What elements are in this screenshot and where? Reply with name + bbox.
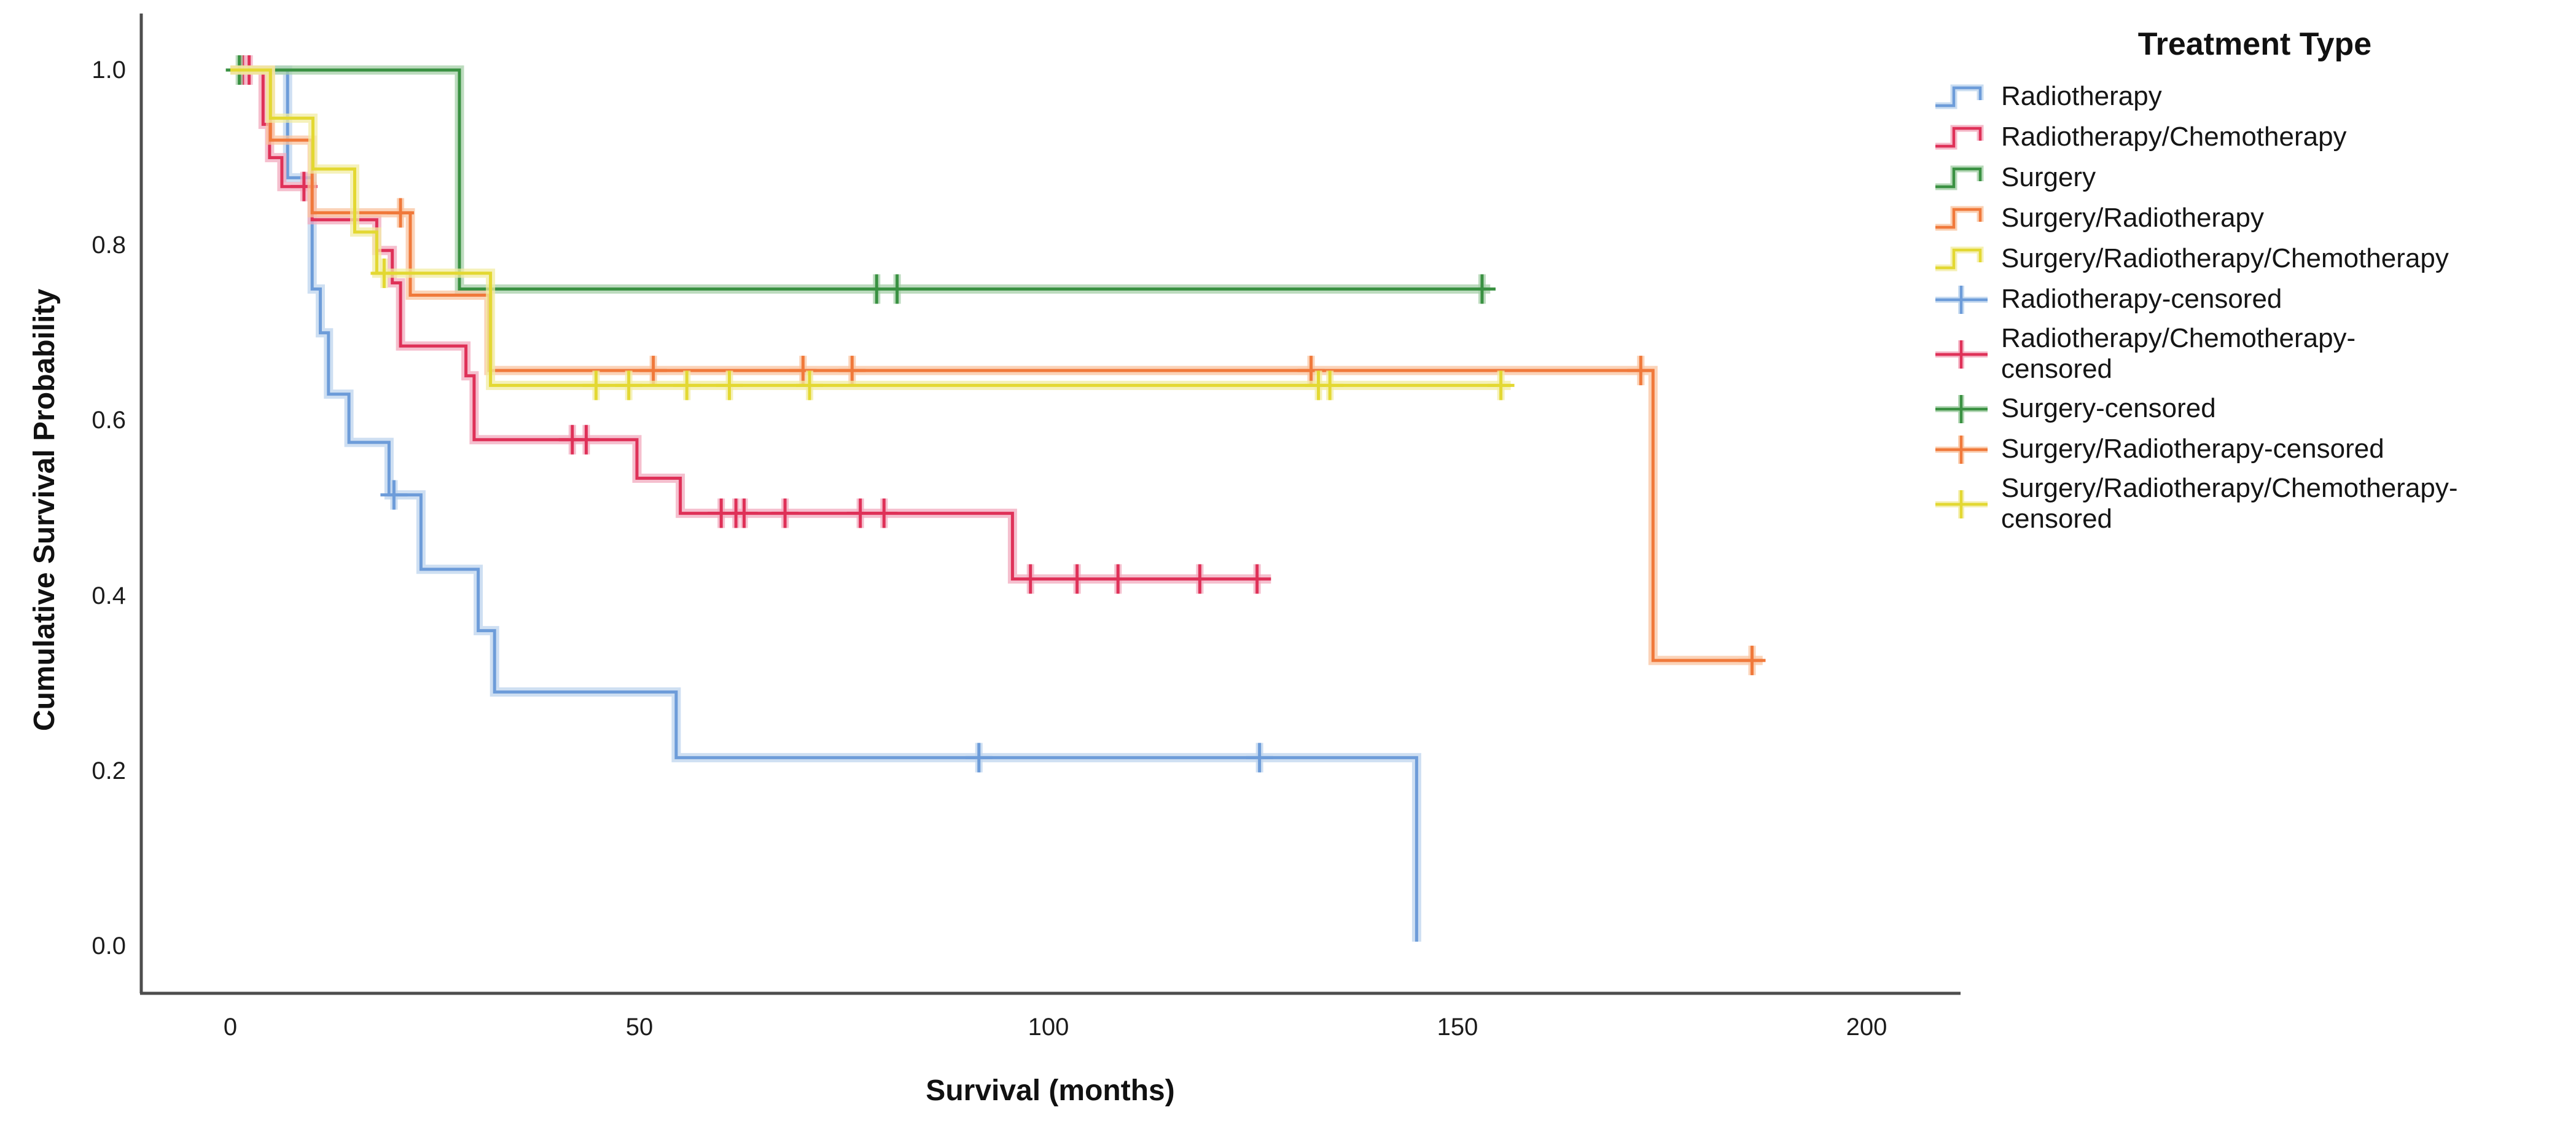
censor-plus-icon (1934, 432, 1992, 466)
legend-item-label: Radiotherapy/Chemotherapy (2001, 122, 2347, 152)
legend-item-radiotherapy-chemotherapy-censored: Radiotherapy/Chemotherapy- censored (1934, 323, 2576, 385)
step-line-icon (1934, 161, 1992, 194)
legend: Treatment Type Radiotherapy Radiotherapy… (1934, 26, 2576, 542)
x-axis-title: Survival (months) (926, 1074, 1175, 1107)
legend-item-label: Surgery-censored (2001, 393, 2216, 423)
legend-item-label: Radiotherapy/Chemotherapy- censored (2001, 323, 2356, 384)
step-line-icon (1934, 242, 1992, 275)
step-line-icon (1934, 120, 1992, 154)
y-tick-0.0: 0.0 (92, 932, 126, 960)
step-line-icon (1934, 201, 1992, 235)
legend-item-surgery: Surgery (1934, 161, 2576, 194)
legend-item-surgery-radiotherapy-chemotherapy-censored: Surgery/Radiotherapy/Chemotherapy- censo… (1934, 473, 2576, 534)
legend-item-label: Surgery/Radiotherapy-censored (2001, 434, 2384, 464)
y-tick-1.0: 1.0 (92, 57, 126, 84)
legend-item-label: Radiotherapy (2001, 81, 2162, 111)
censor-plus-icon (1934, 392, 1992, 425)
legend-item-surgery-censored: Surgery-censored (1934, 392, 2576, 425)
legend-item-radiotherapy-chemotherapy: Radiotherapy/Chemotherapy (1934, 120, 2576, 154)
legend-item-surgery-radiotherapy-chemotherapy: Surgery/Radiotherapy/Chemotherapy (1934, 242, 2576, 275)
legend-item-label: Surgery/Radiotherapy/Chemotherapy (2001, 243, 2449, 273)
x-tick-50: 50 (625, 1014, 654, 1041)
legend-item-surgery-radiotherapy-censored: Surgery/Radiotherapy-censored (1934, 432, 2576, 466)
censor-plus-icon (1934, 337, 1992, 370)
legend-item-label: Surgery/Radiotherapy/Chemotherapy- censo… (2001, 473, 2458, 534)
legend-item-label: Surgery/Radiotherapy (2001, 203, 2265, 233)
x-tick-200: 200 (1846, 1014, 1887, 1041)
censor-plus-icon (1934, 283, 1992, 316)
legend-title: Treatment Type (2137, 26, 2372, 62)
y-tick-0.2: 0.2 (92, 757, 126, 784)
x-tick-0: 0 (223, 1014, 238, 1041)
legend-item-radiotherapy: Radiotherapy (1934, 80, 2576, 113)
legend-item-surgery-radiotherapy: Surgery/Radiotherapy (1934, 201, 2576, 235)
legend-item-radiotherapy-censored: Radiotherapy-censored (1934, 283, 2576, 316)
legend-item-label: Radiotherapy-censored (2001, 284, 2282, 314)
step-line-icon (1934, 80, 1992, 113)
y-tick-0.4: 0.4 (92, 582, 126, 609)
x-tick-150: 150 (1437, 1014, 1478, 1041)
y-tick-0.8: 0.8 (92, 232, 126, 259)
censor-plus-icon (1934, 487, 1992, 520)
legend-item-label: Surgery (2001, 162, 2096, 192)
x-tick-100: 100 (1028, 1014, 1069, 1041)
y-tick-0.6: 0.6 (92, 407, 126, 434)
